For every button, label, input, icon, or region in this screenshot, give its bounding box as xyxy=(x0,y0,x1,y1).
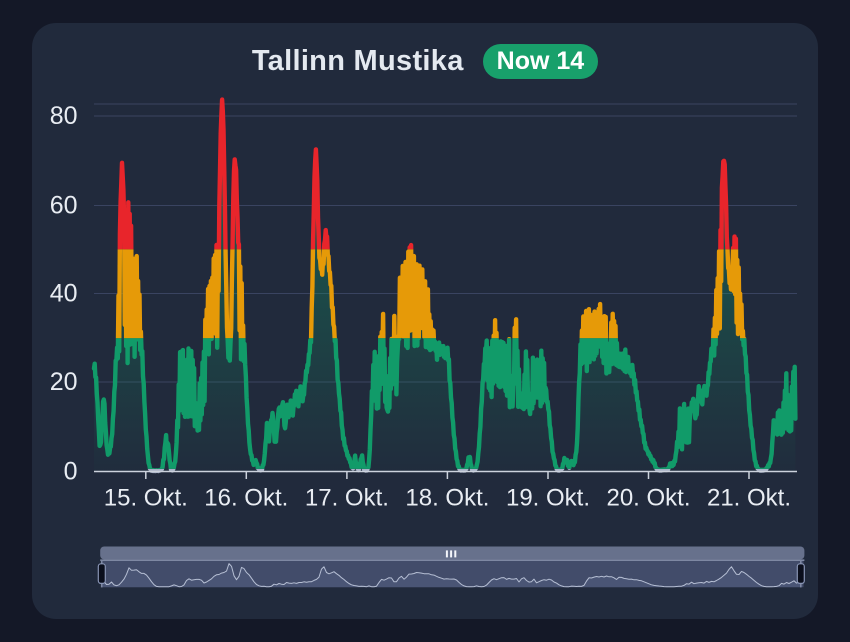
svg-text:17. Okt.: 17. Okt. xyxy=(305,485,389,512)
svg-text:20: 20 xyxy=(50,368,78,396)
svg-text:20. Okt.: 20. Okt. xyxy=(606,485,690,512)
svg-text:0: 0 xyxy=(64,458,78,486)
svg-text:19. Okt.: 19. Okt. xyxy=(506,485,590,512)
svg-text:16. Okt.: 16. Okt. xyxy=(204,485,288,512)
svg-text:21. Okt.: 21. Okt. xyxy=(707,485,791,512)
svg-text:40: 40 xyxy=(50,280,78,308)
svg-text:80: 80 xyxy=(50,102,78,130)
svg-text:15. Okt.: 15. Okt. xyxy=(104,485,188,512)
svg-text:18. Okt.: 18. Okt. xyxy=(405,485,489,512)
svg-text:60: 60 xyxy=(50,191,78,219)
